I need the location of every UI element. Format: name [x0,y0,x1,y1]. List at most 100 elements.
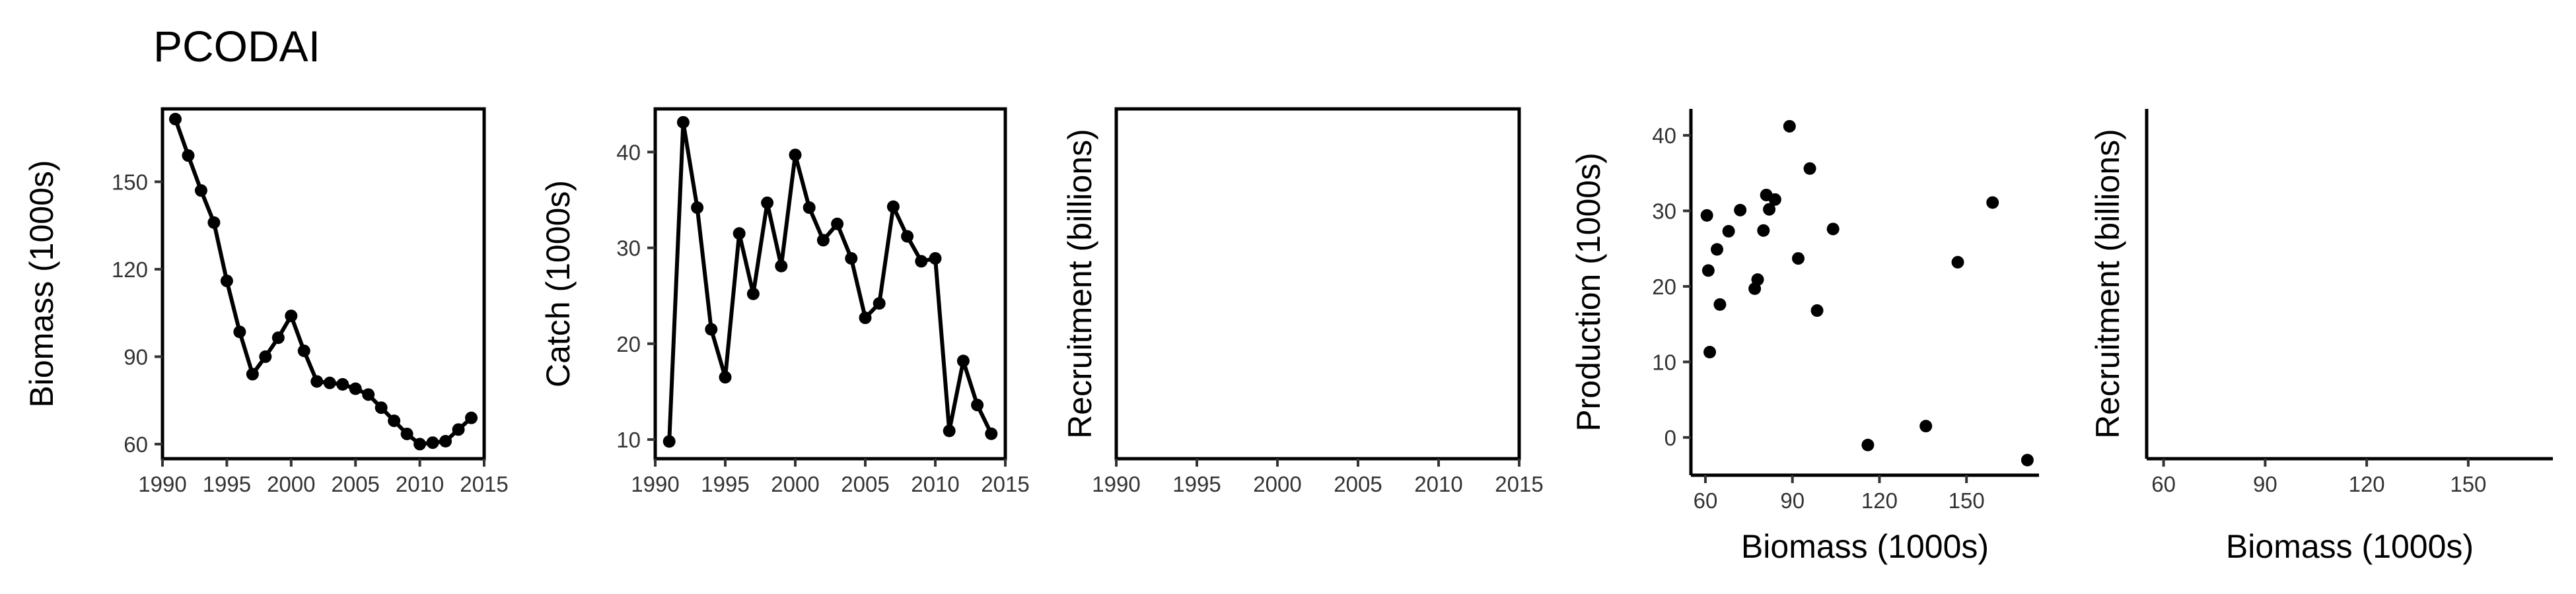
y-tick-label: 10 [616,428,641,452]
x-tick-label: 1995 [701,472,749,496]
data-point [1768,193,1781,206]
data-point [789,148,802,162]
data-point [705,323,718,336]
x-tick-label: 2010 [1414,472,1462,496]
y-tick-label: 30 [616,236,641,261]
x-tick-label: 90 [1780,488,1805,513]
data-point [1803,162,1816,175]
y-tick-label: 40 [616,140,641,164]
data-point [775,259,788,273]
data-point [220,275,233,288]
x-tick-label: 2005 [1334,472,1382,496]
data-point [845,252,858,265]
data-point [182,149,195,162]
x-tick-label: 150 [2450,472,2486,496]
data-point [719,371,732,384]
x-axis-title: Biomass (1000s) [2226,528,2474,565]
data-point [271,331,285,345]
y-tick-label: 30 [1652,199,1676,223]
data-point [207,216,221,229]
x-tick-label: 90 [2253,472,2277,496]
y-tick-label: 120 [112,257,148,282]
x-tick-label: 150 [1949,488,1985,513]
data-point [1711,243,1724,256]
panel-recruitment-vs-biomass: 60 90 120 150 Recruitment (billions) Biomass … [2089,109,2553,565]
data-point [901,230,914,243]
data-point [426,436,439,449]
data-point [1763,203,1776,216]
x-tick-label: 2010 [911,472,959,496]
data-point [233,325,246,339]
y-tick-label: 150 [112,170,148,194]
data-point [285,310,298,323]
data-point [1757,224,1770,237]
panel-border [1114,107,1521,461]
data-point [362,388,375,401]
data-point [943,424,956,438]
y-tick-label: 60 [124,432,148,457]
data-point [194,184,207,197]
data-point [2021,453,2034,467]
x-tick-label: 1990 [631,472,679,496]
data-point [259,350,272,363]
y-tick-label: 10 [1652,350,1676,374]
data-point [1701,264,1715,277]
data-point [1703,345,1717,358]
x-tick-label: 60 [2151,472,2176,496]
x-tick-label: 120 [1861,488,1898,513]
data-point [985,427,998,440]
y-axis-title: Production (1000s) [1570,152,1607,431]
series-line [667,120,993,442]
y-tick-label: 20 [616,332,641,356]
data-point [1783,119,1796,133]
data-point [831,217,844,230]
data-point [297,345,310,358]
data-point [323,376,336,389]
x-axis-title: Biomass (1000s) [1741,528,1989,565]
data-point [336,378,349,391]
y-tick-label: 0 [1664,426,1676,450]
y-tick-label: 40 [1652,123,1676,148]
data-point [929,252,942,265]
data-point [816,234,830,247]
data-point [310,375,324,388]
data-point [375,401,388,414]
data-point [1791,252,1805,265]
data-point [1713,298,1727,311]
x-tick-label: 2015 [460,472,508,496]
data-point [676,116,690,129]
data-point [246,368,259,381]
panel-border [653,107,1007,461]
data-point [956,354,970,368]
data-point [388,414,401,428]
data-point [886,200,900,213]
data-point [1986,196,1999,209]
data-point [1861,438,1875,451]
x-tick-label: 1990 [138,472,186,496]
series-line [173,118,473,446]
x-tick-label: 2015 [1495,472,1543,496]
data-point [733,227,746,240]
data-point [400,427,413,440]
panel-recruitment-time-series: 1990 1995 2000 2005 2010 2015 Recruitment (bil… [1061,107,1544,496]
data-point [1751,273,1764,286]
y-axis-title: Biomass (1000s) [23,160,60,407]
data-point [349,382,362,395]
x-tick-label: 2000 [771,472,819,496]
data-point [1722,224,1735,238]
data-point [1734,203,1747,216]
data-point [873,297,886,310]
x-tick-label: 2000 [1253,472,1301,496]
data-point [746,287,760,300]
figure-title: PCODAI [153,22,321,71]
x-tick-label: 60 [1694,488,1718,513]
panel-production-vs-biomass: 60 90 120 150 0 10 20 30 40 Production (1000s) Bio… [1570,109,2039,565]
data-point [168,112,182,125]
data-point [761,196,774,209]
data-point [1826,222,1840,236]
data-point [803,201,816,214]
data-point [1919,420,1933,433]
data-point [465,411,478,424]
data-point [439,435,452,447]
